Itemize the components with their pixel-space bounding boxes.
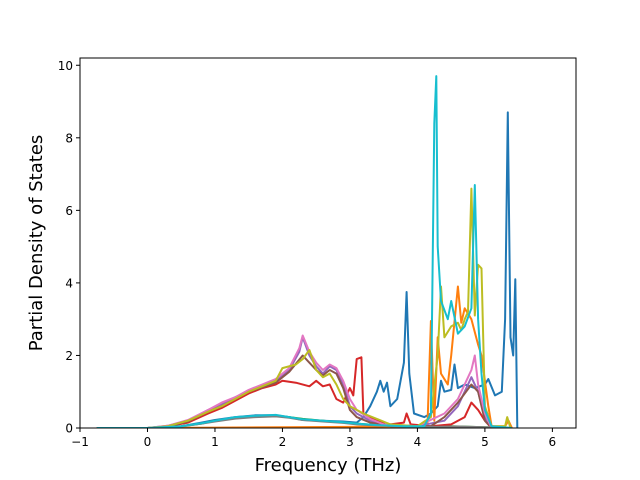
plot-frame xyxy=(79,57,577,429)
series-line-5 xyxy=(96,336,493,428)
y-axis-label: Partial Density of States xyxy=(26,135,47,352)
y-tick-label: 6 xyxy=(65,204,73,218)
x-tick-label: 1 xyxy=(211,435,219,449)
series-line-9 xyxy=(96,187,512,428)
x-tick-label: 3 xyxy=(346,435,354,449)
x-tick-label: 0 xyxy=(144,435,152,449)
x-tick-label: 2 xyxy=(279,435,287,449)
series-line-2 xyxy=(96,285,513,428)
y-tick-label: 4 xyxy=(65,276,73,290)
series-line-4 xyxy=(96,356,493,428)
x-tick-label: 6 xyxy=(549,435,557,449)
x-tick-label: 4 xyxy=(414,435,422,449)
y-tick-label: 0 xyxy=(65,422,73,436)
series-line-7 xyxy=(96,334,493,428)
y-axis-ticks: 0 2 4 6 8 10 xyxy=(58,59,80,436)
series-layer xyxy=(96,75,519,428)
y-tick-label: 8 xyxy=(65,131,73,145)
x-tick-label: −1 xyxy=(71,435,89,449)
series-line-10 xyxy=(96,75,512,428)
x-axis-label: Frequency (THz) xyxy=(255,455,402,476)
x-tick-label: 5 xyxy=(481,435,489,449)
x-axis-ticks: −1 0 1 2 3 4 5 6 xyxy=(71,428,556,449)
y-tick-label: 10 xyxy=(58,59,73,73)
y-tick-label: 2 xyxy=(65,349,73,363)
